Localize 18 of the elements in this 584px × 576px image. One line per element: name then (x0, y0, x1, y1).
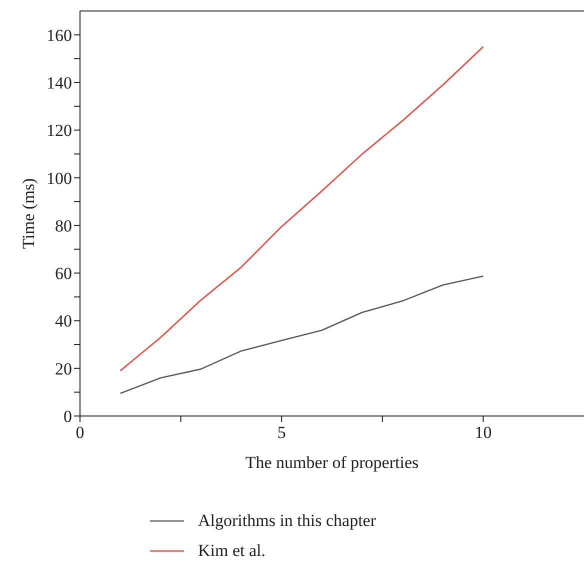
x-tick-label: 10 (474, 423, 492, 442)
y-axis-title: Time (ms) (19, 178, 38, 249)
legend-label: Kim et al. (198, 541, 266, 561)
legend-label: Algorithms in this chapter (198, 511, 376, 531)
y-tick-label: 20 (55, 359, 72, 378)
y-tick-label: 60 (55, 264, 72, 284)
line-series (120, 46, 484, 372)
x-tick-label: 0 (76, 423, 84, 442)
y-tick-label: 100 (46, 168, 72, 188)
y-tick-label: 160 (46, 26, 72, 45)
y-tick-label: 120 (46, 121, 72, 140)
y-tick-label: 0 (64, 407, 72, 426)
x-axis-title: The number of properties (245, 453, 419, 472)
y-tick-label: 40 (55, 312, 72, 331)
x-tick-label: 5 (277, 423, 286, 442)
y-tick-label: 140 (46, 74, 72, 93)
line-series (120, 276, 484, 394)
y-tick-label: 80 (55, 216, 72, 236)
